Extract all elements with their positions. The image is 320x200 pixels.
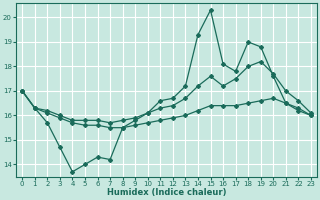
X-axis label: Humidex (Indice chaleur): Humidex (Indice chaleur) [107,188,226,197]
